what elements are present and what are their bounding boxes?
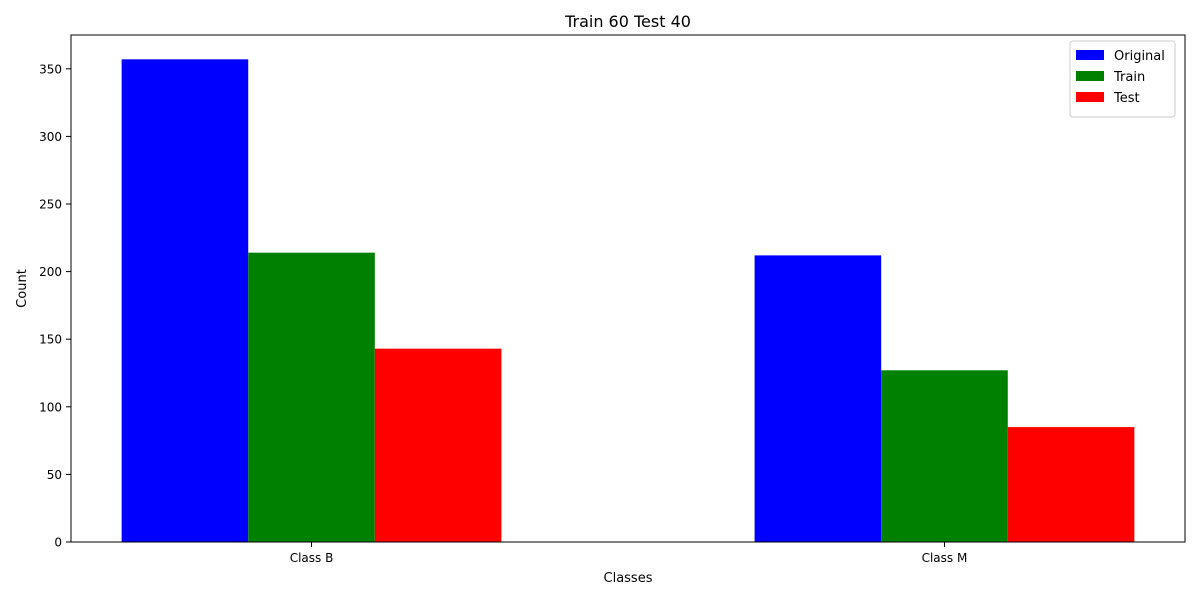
y-tick-label: 100 bbox=[39, 400, 62, 414]
x-tick-label: Class B bbox=[290, 551, 334, 565]
bar-original-class-b bbox=[121, 59, 249, 542]
legend-label-train: Train bbox=[1113, 70, 1145, 85]
bar-train-class-b bbox=[248, 252, 375, 542]
legend: Original Train Test bbox=[1069, 40, 1176, 118]
bar-original-class-m bbox=[754, 255, 882, 542]
y-tick-label: 300 bbox=[39, 130, 62, 144]
legend-swatch-original bbox=[1076, 50, 1104, 60]
bars-layer bbox=[121, 59, 1135, 542]
bar-test-class-m bbox=[1007, 427, 1135, 542]
bar-test-class-b bbox=[374, 348, 502, 542]
x-tick-label: Class M bbox=[922, 551, 968, 565]
legend-swatch-test bbox=[1076, 92, 1104, 102]
y-tick-label: 250 bbox=[39, 198, 62, 212]
y-axis: 0 50 100 150 200 250 300 350 bbox=[39, 62, 71, 550]
y-tick-label: 0 bbox=[54, 536, 62, 550]
legend-label-test: Test bbox=[1113, 91, 1140, 106]
y-axis-label: Count bbox=[15, 269, 30, 308]
plot-area-frame bbox=[70, 34, 1186, 543]
y-tick-label: 50 bbox=[47, 468, 62, 482]
legend-swatch-train bbox=[1076, 71, 1104, 81]
chart-title: Train 60 Test 40 bbox=[564, 12, 691, 31]
legend-label-original: Original bbox=[1114, 49, 1165, 64]
y-tick-label: 200 bbox=[39, 265, 62, 279]
x-axis: Class B Class M bbox=[290, 542, 968, 565]
x-axis-label: Classes bbox=[604, 571, 653, 586]
y-tick-label: 350 bbox=[39, 62, 62, 76]
bar-train-class-m bbox=[881, 370, 1008, 542]
y-tick-label: 150 bbox=[39, 333, 62, 347]
